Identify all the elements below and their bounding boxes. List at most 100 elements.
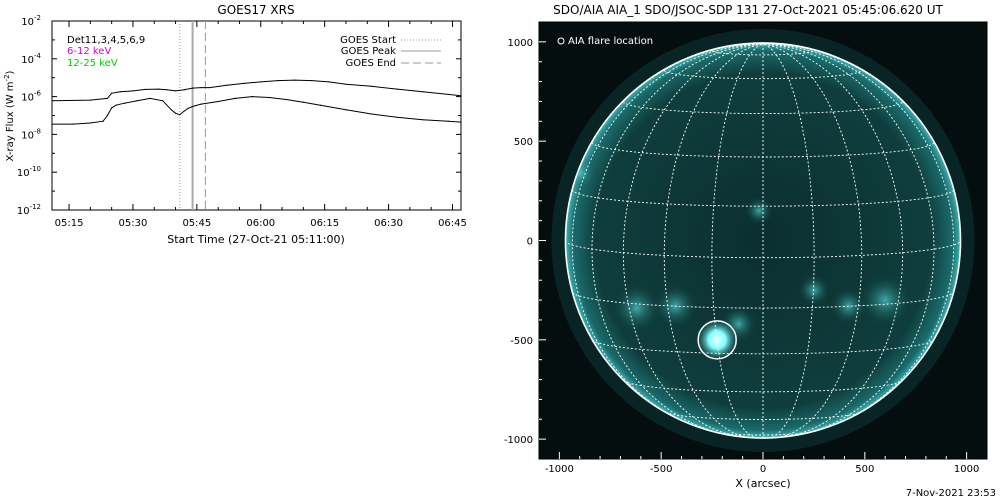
goes-point-upper <box>447 93 449 95</box>
aia-x-axis: -1000 -500 0 500 1000 <box>545 452 979 475</box>
goes-point-lower <box>200 103 202 105</box>
goes-point-lower <box>170 109 172 111</box>
goes-point-upper <box>209 87 211 89</box>
goes-x-axis-label: Start Time (27-Oct-21 05:11:00) <box>167 233 345 246</box>
goes-y-axis-label: X-ray Flux (W m-2) <box>3 70 16 161</box>
flare-legend-marker <box>557 37 565 45</box>
aia-title: SDO/AIA AIA_1 SDO/JSOC-SDP 131 27-Oct-20… <box>553 3 943 17</box>
goes-event-legend: GOES Start GOES Peak GOES End <box>340 35 441 69</box>
active-region-glow <box>612 283 662 333</box>
legend-6-12kev: 6-12 keV <box>67 46 111 57</box>
goes-point-lower <box>302 101 304 103</box>
heliographic-grid <box>565 43 961 439</box>
latitude-line <box>715 431 811 436</box>
goes-point-lower <box>111 107 113 109</box>
longitude-line <box>571 43 764 427</box>
aia-image-content <box>551 28 975 453</box>
goes-event-markers <box>179 21 206 210</box>
goes-point-upper <box>311 80 313 82</box>
goes-point-lower <box>319 104 321 106</box>
goes-point-upper <box>183 89 185 91</box>
goes-y-tick-label: 10-2 <box>21 14 41 28</box>
goes-point-upper <box>200 87 202 89</box>
goes-point-lower <box>72 123 74 125</box>
goes-y-tick-label: 10-12 <box>17 203 41 217</box>
goes-series-group <box>51 79 462 125</box>
goes-x-tick-label: 05:30 <box>119 218 148 229</box>
goes-point-lower <box>136 100 138 102</box>
goes-point-upper <box>111 92 113 94</box>
goes-point-upper <box>460 95 462 97</box>
legend-goes-start: GOES Start <box>340 35 396 46</box>
goes-point-upper <box>294 79 296 81</box>
goes-series-lower <box>52 96 462 125</box>
goes-x-tick-label: 06:00 <box>246 218 275 229</box>
goes-y-tick-label: 10-8 <box>21 127 41 141</box>
goes-point-lower <box>370 113 373 115</box>
goes-point-upper <box>277 80 279 82</box>
flare-legend-label: AIA flare location <box>568 36 653 47</box>
aia-y-tick-label: 500 <box>514 137 533 148</box>
goes-point-upper <box>226 84 228 86</box>
goes-point-upper <box>157 88 160 90</box>
goes-point-lower <box>183 110 185 112</box>
goes-y-tick-label: 10-4 <box>21 52 41 66</box>
goes-point-lower <box>234 97 236 99</box>
goes-point-lower <box>187 107 189 109</box>
goes-point-upper <box>119 91 121 93</box>
latitude-line <box>663 69 863 80</box>
goes-point-upper <box>175 90 177 92</box>
goes-point-lower <box>251 96 253 98</box>
legend-detector: Det11,3,4,5,6,9 <box>67 35 145 46</box>
goes-y-axis: 10-2 10-4 10-6 10-8 10-10 10-12 <box>17 14 461 217</box>
goes-point-lower <box>89 122 91 124</box>
flare-bright-region <box>695 317 740 362</box>
goes-point-lower <box>396 116 398 118</box>
active-region-glow <box>797 273 831 307</box>
goes-point-upper <box>370 85 373 87</box>
aia-y-tick-label: -1000 <box>504 435 533 446</box>
goes-point-lower <box>179 114 181 116</box>
aia-x-axis-label: X (arcsec) <box>735 477 790 490</box>
active-region-glow <box>858 273 912 327</box>
goes-xrs-chart: GOES17 XRS 10-2 10-4 10-6 10-8 10-10 10-12 05… <box>3 3 467 246</box>
goes-chart-title: GOES17 XRS <box>217 3 294 17</box>
goes-point-lower <box>460 121 462 123</box>
goes-x-tick-label: 05:15 <box>55 218 84 229</box>
legend-goes-peak: GOES Peak <box>341 46 396 57</box>
latitude-line <box>571 189 955 207</box>
goes-x-tick-label: 06:30 <box>374 218 403 229</box>
goes-point-upper <box>243 82 245 84</box>
goes-point-upper <box>260 81 262 83</box>
longitude-line <box>762 43 815 439</box>
longitude-line <box>762 43 863 439</box>
goes-point-lower <box>102 120 104 122</box>
goes-point-lower <box>162 100 164 102</box>
longitude-line <box>711 43 764 439</box>
goes-x-axis: 05:15 05:30 05:45 06:00 06:15 06:30 06:45 <box>55 21 467 229</box>
aia-x-tick-label: -1000 <box>545 464 574 475</box>
aia-y-tick-label: -500 <box>510 336 533 347</box>
goes-point-lower <box>285 98 287 101</box>
goes-point-lower <box>345 109 347 111</box>
goes-point-lower <box>447 120 449 122</box>
goes-series-upper <box>51 79 462 102</box>
goes-channel-legend: Det11,3,4,5,6,9 6-12 keV 12-25 keV <box>67 35 145 69</box>
aia-x-tick-label: -500 <box>650 464 673 475</box>
goes-point-upper <box>132 90 134 92</box>
solar-limb-line <box>564 42 962 439</box>
active-region-glow <box>744 196 774 225</box>
goes-point-lower <box>268 96 270 99</box>
aia-y-tick-label: 1000 <box>508 38 533 49</box>
goes-point-upper <box>192 87 194 89</box>
goes-point-upper <box>51 100 53 102</box>
goes-point-lower <box>175 112 177 114</box>
goes-point-upper <box>89 99 91 101</box>
goes-point-lower <box>106 114 108 117</box>
goes-y-tick-label: 10-6 <box>21 90 41 104</box>
goes-point-upper <box>166 89 168 91</box>
goes-point-lower <box>123 102 125 104</box>
aia-x-tick-label: 1000 <box>954 464 979 475</box>
goes-point-lower <box>217 100 219 103</box>
